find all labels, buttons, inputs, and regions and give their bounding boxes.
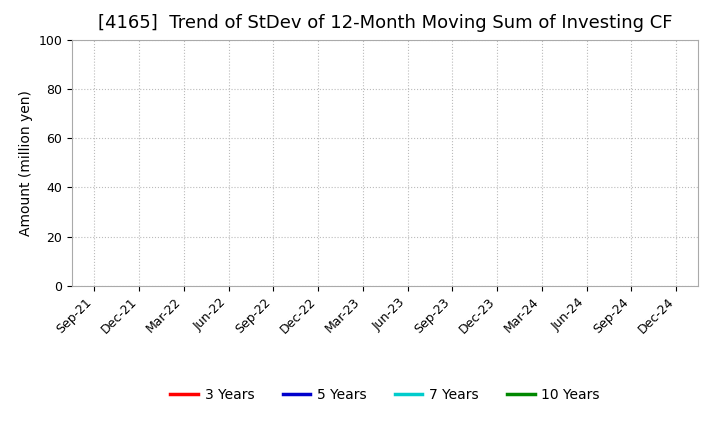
Title: [4165]  Trend of StDev of 12-Month Moving Sum of Investing CF: [4165] Trend of StDev of 12-Month Moving… [98, 15, 672, 33]
Y-axis label: Amount (million yen): Amount (million yen) [19, 90, 33, 236]
Legend: 3 Years, 5 Years, 7 Years, 10 Years: 3 Years, 5 Years, 7 Years, 10 Years [165, 382, 606, 407]
